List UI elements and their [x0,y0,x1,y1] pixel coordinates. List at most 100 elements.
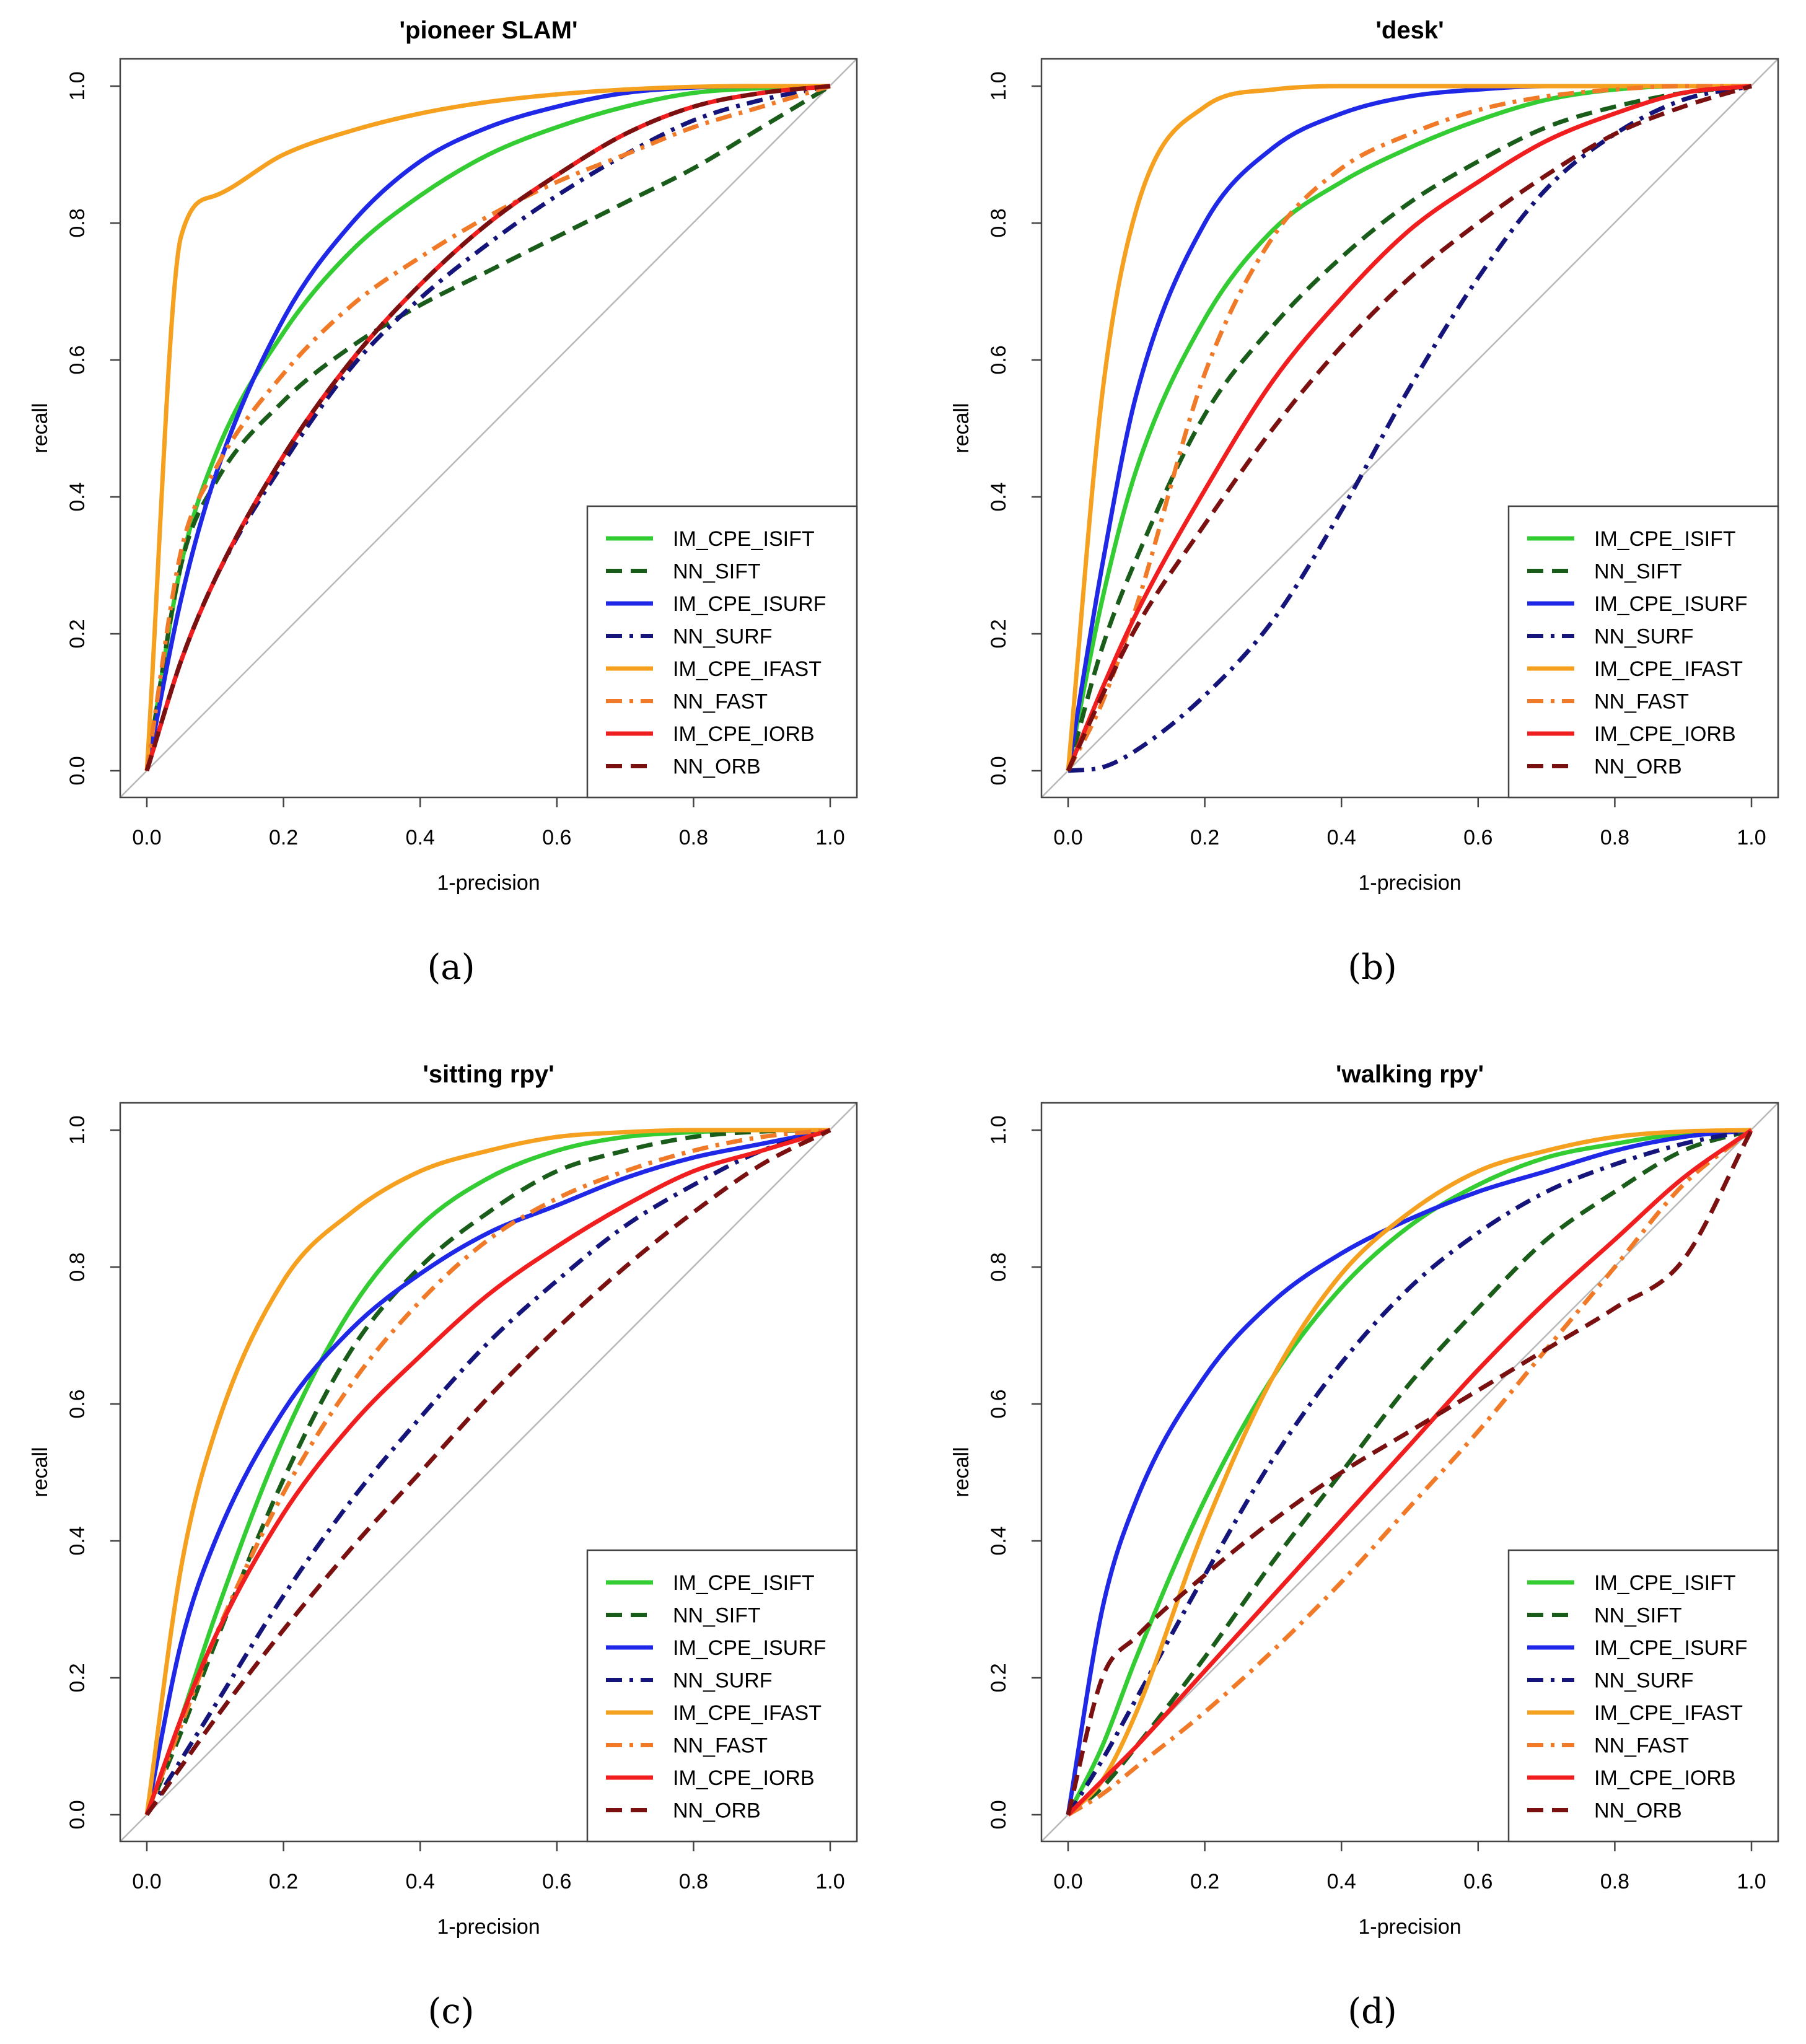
y-tick-label: 0.4 [987,482,1010,511]
x-tick-label: 0.4 [1327,826,1356,849]
legend-label: NN_SURF [1594,1669,1694,1693]
legend-box [1507,505,1779,799]
legend-label: IM_CPE_ISIFT [673,1571,815,1595]
plot-frame [1040,58,1779,799]
curves [1066,84,1753,773]
legend-label: NN_FAST [1594,690,1689,714]
legend-label: NN_ORB [1594,755,1682,779]
series-line-im-cpe-ifast [144,1128,830,1815]
panel-caption: (c) [427,1991,474,2032]
y-tick-label: 1.0 [66,71,89,100]
legend-label: NN_SURF [1594,625,1694,649]
x-axis-label: 1-precision [437,871,540,895]
legend-label: IM_CPE_ISIFT [673,527,815,551]
y-axis-label: recall [28,403,52,453]
series-line-im-cpe-isurf [1066,1128,1752,1815]
series-line-nn-surf [1066,1128,1752,1816]
legend-label: IM_CPE_IORB [1594,1766,1736,1790]
x-tick-label: 0.6 [1463,1870,1493,1893]
y-tick-label: 0.6 [66,1389,89,1418]
series-line-nn-sift [1066,84,1752,771]
y-tick-label: 0.2 [66,1663,89,1692]
series-line-nn-orb [144,84,831,772]
y-axis-label: recall [28,1447,52,1497]
x-tick-label: 0.6 [542,1870,571,1893]
legend-label: IM_CPE_IORB [1594,722,1736,746]
legend-box [1507,1549,1779,1843]
x-tick-label: 0.0 [1053,826,1082,849]
series-line-im-cpe-isift [1066,1128,1752,1816]
legend: IM_CPE_ISIFT NN_SIFT IM_CPE_ISURF NN_SURF IM… [1507,505,1779,799]
plot-frame [1040,1102,1779,1843]
legend-label: NN_FAST [673,690,768,714]
legend-label: NN_SURF [673,625,773,649]
legend-label: NN_SIFT [673,1604,761,1628]
curves [144,84,831,772]
legend-label: NN_SURF [673,1669,773,1693]
legend: IM_CPE_ISIFT NN_SIFT IM_CPE_ISURF NN_SURF IM… [586,505,858,799]
series-line-nn-surf [145,1128,831,1816]
legend-label: IM_CPE_IORB [673,722,815,746]
series-line-nn-sift [144,1128,831,1816]
y-tick-label: 0.2 [66,619,89,648]
legend-label: IM_CPE_ISURF [673,592,826,616]
legend-label: IM_CPE_ISIFT [1594,527,1736,551]
y-tick-label: 1.0 [987,1115,1010,1144]
chart-title: 'pioneer SLAM' [400,17,578,44]
legend-label: IM_CPE_IORB [673,1766,815,1790]
x-tick-label: 0.0 [132,1870,161,1893]
x-tick-label: 0.8 [1600,1870,1629,1893]
legend-box [586,1549,858,1843]
y-tick-label: 0.4 [987,1526,1010,1555]
x-tick-label: 1.0 [815,1870,844,1893]
y-tick-label: 0.0 [987,1800,1010,1829]
chart-title: 'walking rpy' [1336,1061,1484,1088]
x-tick-label: 0.6 [542,826,571,849]
x-tick-label: 0.8 [1600,826,1629,849]
series-line-nn-orb [145,1128,831,1817]
x-tick-label: 0.2 [269,826,298,849]
y-axis-label: recall [950,1447,973,1497]
y-tick-label: 0.0 [66,756,89,785]
legend: IM_CPE_ISIFT NN_SIFT IM_CPE_ISURF NN_SURF IM… [586,1549,858,1843]
y-tick-label: 0.8 [66,208,89,237]
curves [1066,1128,1754,1817]
y-tick-label: 0.6 [987,345,1010,374]
series-line-im-cpe-isurf [144,1128,831,1815]
legend-label: NN_ORB [1594,1799,1682,1823]
legend-label: IM_CPE_IFAST [673,657,822,681]
panel-caption: (b) [1348,947,1397,988]
series-line-im-cpe-iorb [1066,84,1752,772]
legend-label: NN_ORB [673,1799,761,1823]
legend-label: IM_CPE_IFAST [1594,1701,1743,1725]
legend-label: IM_CPE_IFAST [673,1701,822,1725]
y-tick-label: 0.2 [987,1663,1010,1692]
y-tick-label: 0.6 [987,1389,1010,1418]
legend-label: NN_ORB [673,755,761,779]
x-tick-label: 0.6 [1463,826,1493,849]
chart-title: 'desk' [1375,17,1444,44]
x-tick-label: 0.2 [1190,1870,1219,1893]
x-axis-label: 1-precision [1358,871,1461,895]
series-line-nn-fast [1066,84,1751,772]
legend-label: IM_CPE_IFAST [1594,657,1743,681]
legend-label: NN_SIFT [1594,560,1682,584]
x-tick-label: 0.0 [1053,1870,1082,1893]
legend-label: NN_FAST [673,1734,768,1758]
series-line-im-cpe-ifast [1066,1128,1752,1817]
panel-caption: (d) [1348,1991,1397,2032]
y-axis-label: recall [950,403,973,453]
series-line-nn-orb [1066,84,1753,772]
y-tick-label: 0.2 [987,619,1010,648]
y-tick-label: 1.0 [987,71,1010,100]
x-tick-label: 1.0 [1737,826,1766,849]
x-tick-label: 0.8 [679,826,708,849]
legend-label: IM_CPE_ISURF [1594,592,1748,616]
legend-label: NN_SIFT [1594,1604,1682,1628]
curves [144,1128,831,1817]
legend-label: IM_CPE_ISURF [1594,1636,1748,1660]
series-line-nn-fast [144,84,831,771]
diagonal-reference-line [1041,59,1778,797]
series-line-nn-surf [1067,84,1752,773]
x-tick-label: 0.4 [1327,1870,1356,1893]
